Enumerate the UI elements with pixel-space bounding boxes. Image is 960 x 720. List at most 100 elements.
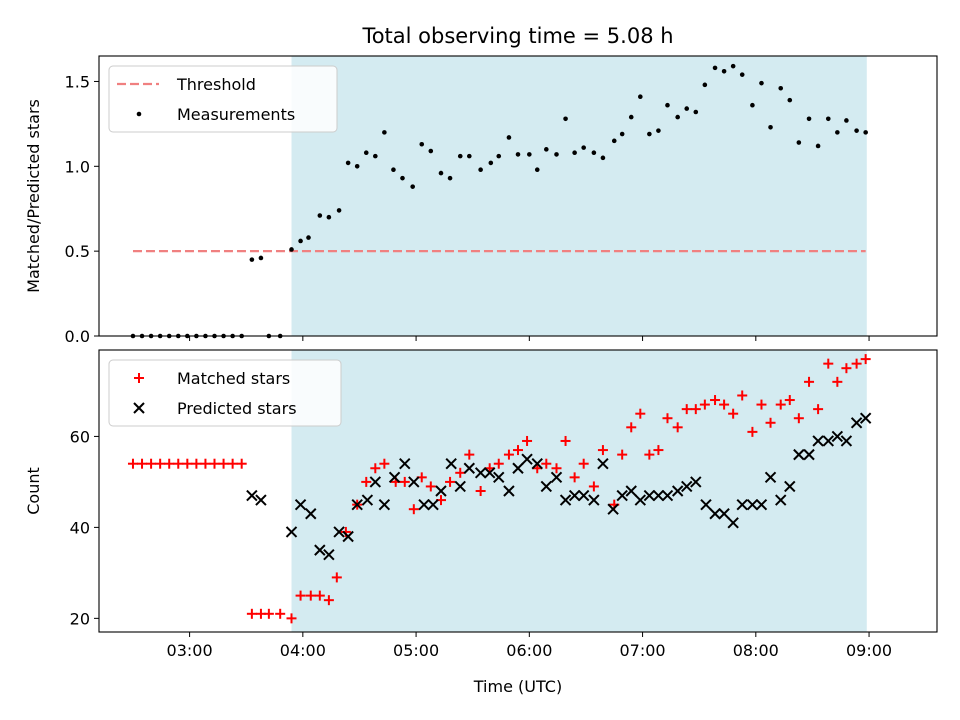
- bottom-point-0-74: [823, 358, 834, 369]
- top-point-0-30: [410, 184, 415, 189]
- bottom-point-0-50: [597, 445, 608, 456]
- bottom-point-1-51: [746, 498, 759, 511]
- bottom-point-1-8: [342, 530, 354, 543]
- top-point-0-28: [391, 167, 396, 172]
- bottom-legend-label-0: Matched stars: [177, 369, 290, 388]
- bottom-point-0-71: [793, 413, 804, 424]
- top-point-0-40: [506, 135, 512, 140]
- top-point-0-51: [611, 138, 617, 144]
- bottom-point-0-76: [841, 363, 852, 374]
- bottom-point-0-78: [860, 354, 871, 365]
- bottom-point-0-19: [305, 590, 316, 601]
- bottom-point-0-36: [464, 449, 475, 460]
- x-tick-label-0: 03:00: [167, 641, 213, 660]
- bottom-point-1-38: [625, 485, 637, 497]
- top-point-0-27: [382, 130, 387, 135]
- top-point-0-20: [317, 213, 323, 218]
- top-point-0-60: [693, 109, 699, 115]
- bottom-point-0-48: [578, 458, 589, 469]
- x-axis-label: Time (UTC): [473, 677, 562, 696]
- top-point-0-13: [249, 257, 255, 262]
- bottom-point-0-9: [209, 458, 220, 469]
- top-point-0-52: [619, 131, 625, 137]
- bottom-point-0-73: [813, 404, 824, 415]
- bottom-point-0-56: [653, 445, 664, 456]
- x-tick-label-5: 08:00: [733, 641, 779, 660]
- top-point-0-68: [768, 124, 773, 130]
- bottom-point-0-59: [681, 404, 692, 415]
- bottom-point-0-7: [191, 458, 202, 469]
- bottom-point-0-30: [408, 504, 419, 515]
- top-point-0-34: [447, 175, 453, 181]
- bottom-point-1-7: [333, 526, 345, 538]
- bottom-point-1-61: [840, 435, 853, 447]
- bottom-point-0-46: [560, 435, 571, 446]
- bottom-point-1-31: [559, 494, 572, 506]
- bottom-point-0-61: [699, 399, 710, 410]
- bottom-point-1-0: [246, 489, 258, 502]
- top-point-0-78: [863, 130, 868, 135]
- bottom-point-1-49: [727, 517, 739, 529]
- bottom-legend: Matched stars Predicted stars: [108, 359, 342, 427]
- top-point-0-46: [563, 116, 568, 122]
- bottom-y-tick-label-1: 40: [70, 518, 90, 537]
- top-point-0-74: [825, 116, 831, 122]
- bottom-point-1-54: [775, 494, 787, 506]
- top-point-0-65: [739, 72, 745, 77]
- bottom-point-1-40: [643, 489, 656, 502]
- bottom-point-1-28: [531, 458, 543, 470]
- bottom-point-0-49: [588, 481, 599, 492]
- top-point-0-56: [656, 128, 661, 133]
- bottom-point-0-57: [662, 413, 673, 424]
- top-point-0-42: [527, 152, 532, 157]
- top-point-0-50: [600, 155, 606, 161]
- top-point-0-18: [298, 238, 303, 244]
- top-point-0-44: [544, 147, 549, 152]
- bottom-series-1: [246, 412, 872, 561]
- top-point-0-23: [345, 160, 351, 166]
- bottom-point-0-72: [804, 376, 815, 387]
- x-tick-label-2: 05:00: [393, 641, 439, 660]
- bottom-point-1-41: [652, 489, 665, 502]
- top-point-0-19: [306, 235, 311, 240]
- bottom-legend-label-1: Predicted stars: [177, 399, 297, 418]
- top-point-0-24: [354, 164, 360, 169]
- bottom-point-0-20: [314, 590, 325, 601]
- bottom-point-0-17: [286, 613, 297, 624]
- bottom-y-tick-label-2: 60: [70, 427, 90, 446]
- bottom-point-0-12: [236, 458, 247, 469]
- top-point-0-69: [778, 85, 784, 91]
- bottom-point-1-13: [388, 471, 401, 484]
- bottom-point-0-40: [503, 449, 514, 460]
- bottom-point-1-57: [803, 448, 815, 461]
- bottom-axes-frame: [98, 349, 938, 633]
- top-observing-region: [291, 56, 867, 336]
- bottom-point-1-5: [314, 544, 326, 556]
- bottom-point-0-2: [146, 458, 157, 469]
- bottom-point-1-11: [369, 476, 382, 488]
- top-point-0-54: [638, 94, 643, 100]
- bottom-point-0-66: [747, 426, 758, 437]
- bottom-panel: 03:00 04:00 05:00 06:00 07:00 08:00 09:00 20 40 6…: [24, 349, 938, 660]
- bottom-point-1-21: [463, 462, 476, 474]
- top-point-0-47: [572, 150, 577, 156]
- bottom-legend-marker-0: [134, 373, 144, 383]
- bottom-point-0-13: [246, 608, 257, 619]
- bottom-point-0-26: [370, 463, 381, 474]
- bottom-point-0-45: [551, 463, 562, 474]
- top-point-0-43: [534, 167, 540, 172]
- bottom-point-1-33: [577, 489, 590, 502]
- top-point-0-29: [400, 175, 405, 181]
- top-legend-marker-1: [136, 111, 142, 117]
- top-panel: 0.0 0.5 1.0 1.5 Matched/Predicted stars Thres…: [24, 55, 938, 346]
- bottom-point-1-14: [399, 458, 411, 470]
- bottom-point-0-8: [200, 458, 211, 469]
- top-point-0-14: [258, 255, 264, 261]
- top-y-tick-label-2: 1.0: [65, 157, 90, 176]
- bottom-point-1-46: [700, 498, 712, 511]
- top-legend-box: [108, 65, 338, 133]
- top-point-0-75: [835, 130, 840, 135]
- top-point-0-38: [488, 160, 494, 166]
- top-point-0-37: [478, 167, 483, 172]
- top-point-0-57: [665, 102, 670, 108]
